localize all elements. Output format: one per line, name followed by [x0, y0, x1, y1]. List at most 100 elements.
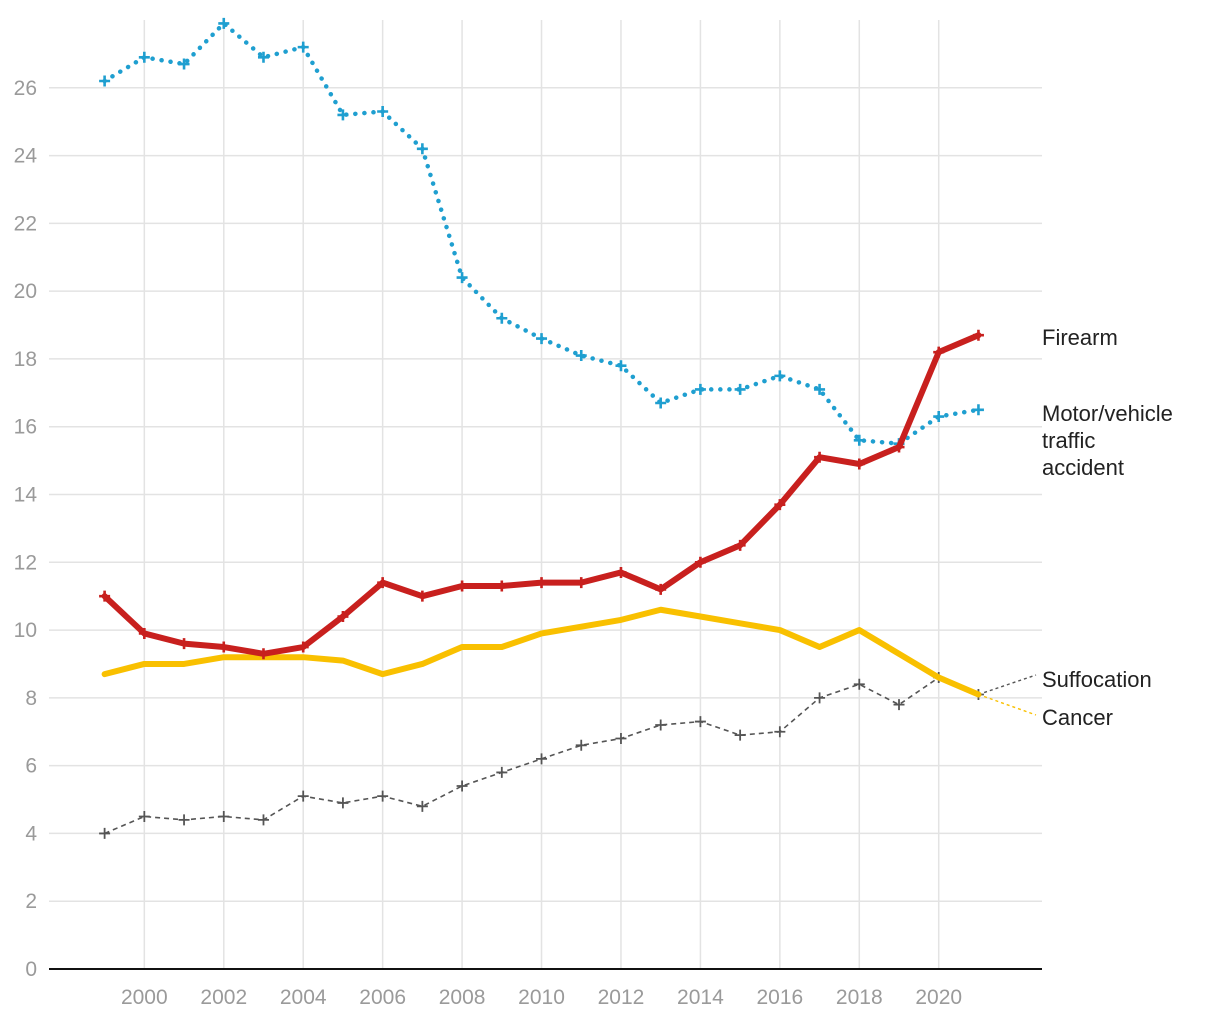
y-tick-label-12: 12 — [14, 551, 37, 574]
point-motor-vehicle-traffic-accident-2012 — [615, 360, 627, 372]
point-suffocation-2005 — [337, 797, 349, 809]
y-tick-label-10: 10 — [14, 619, 37, 642]
point-suffocation-2017 — [814, 692, 826, 704]
y-tick-label-8: 8 — [25, 687, 37, 710]
y-tick-label-22: 22 — [14, 212, 37, 235]
point-firearm-2020 — [933, 346, 945, 358]
point-suffocation-2001 — [178, 814, 190, 826]
x-tick-label-2002: 2002 — [200, 986, 247, 1009]
point-firearm-2021 — [972, 329, 984, 341]
point-motor-vehicle-traffic-accident-2011 — [575, 350, 587, 362]
point-suffocation-2013 — [655, 719, 667, 731]
point-firearm-2013 — [655, 583, 667, 595]
point-firearm-1999 — [99, 590, 111, 602]
point-motor-vehicle-traffic-accident-2016 — [774, 370, 786, 382]
point-motor-vehicle-traffic-accident-1999 — [99, 75, 111, 87]
point-suffocation-2006 — [377, 790, 389, 802]
point-firearm-2015 — [734, 539, 746, 551]
point-motor-vehicle-traffic-accident-2006 — [377, 106, 389, 118]
series-label-cancer: Cancer — [1042, 705, 1113, 730]
y-tick-label-16: 16 — [14, 416, 37, 439]
y-tick-label-2: 2 — [25, 890, 37, 913]
series-line-cancer — [101, 606, 982, 698]
connector-suffocation — [978, 674, 1037, 696]
series-suffocation — [99, 672, 984, 839]
point-suffocation-2004 — [297, 790, 309, 802]
point-firearm-2014 — [694, 556, 706, 568]
x-tick-label-2012: 2012 — [598, 986, 645, 1009]
point-firearm-2017 — [814, 451, 826, 463]
point-motor-vehicle-traffic-accident-2014 — [694, 383, 706, 395]
point-suffocation-2016 — [774, 726, 786, 738]
series-cancer — [101, 606, 982, 698]
point-firearm-2000 — [138, 627, 150, 639]
x-tick-label-2016: 2016 — [756, 986, 803, 1009]
y-tick-label-18: 18 — [14, 348, 37, 371]
grid-lines — [49, 20, 1042, 969]
point-motor-vehicle-traffic-accident-2015 — [734, 383, 746, 395]
point-firearm-2003 — [257, 648, 269, 660]
x-tick-label-2020: 2020 — [915, 986, 962, 1009]
point-motor-vehicle-traffic-accident-2020 — [933, 411, 945, 423]
x-tick-label-2004: 2004 — [280, 986, 327, 1009]
y-tick-label-20: 20 — [14, 280, 37, 303]
series-label-suffocation: Suffocation — [1042, 667, 1152, 692]
point-firearm-2010 — [536, 577, 548, 589]
y-tick-label-4: 4 — [25, 822, 37, 845]
x-tick-label-2000: 2000 — [121, 986, 168, 1009]
point-motor-vehicle-traffic-accident-2000 — [138, 51, 150, 63]
point-motor-vehicle-traffic-accident-2002 — [218, 17, 230, 29]
series-label-motor-vehicle-traffic-accident-3: accident — [1042, 455, 1124, 480]
point-suffocation-2000 — [138, 810, 150, 822]
point-motor-vehicle-traffic-accident-2008 — [456, 272, 468, 284]
point-motor-vehicle-traffic-accident-2021 — [972, 404, 984, 416]
series-label-motor-vehicle-traffic-accident-1: Motor/vehicle — [1042, 401, 1173, 426]
point-suffocation-2002 — [218, 810, 230, 822]
point-suffocation-2009 — [496, 766, 508, 778]
connector-cancer — [978, 693, 1037, 716]
x-tick-label-2018: 2018 — [836, 986, 883, 1009]
series-lines — [99, 17, 984, 839]
point-suffocation-2018 — [853, 678, 865, 690]
point-suffocation-2010 — [536, 753, 548, 765]
series-label-firearm: Firearm — [1042, 325, 1118, 350]
y-tick-label-0: 0 — [25, 958, 37, 981]
point-motor-vehicle-traffic-accident-2009 — [496, 312, 508, 324]
point-suffocation-2003 — [257, 814, 269, 826]
point-firearm-2006 — [377, 577, 389, 589]
point-motor-vehicle-traffic-accident-2007 — [416, 143, 428, 155]
point-motor-vehicle-traffic-accident-2018 — [853, 434, 865, 446]
point-firearm-2001 — [178, 638, 190, 650]
point-firearm-2012 — [615, 566, 627, 578]
series-label-motor-vehicle-traffic-accident-2: traffic — [1042, 428, 1095, 453]
point-firearm-2011 — [575, 577, 587, 589]
point-firearm-2008 — [456, 580, 468, 592]
y-tick-label-6: 6 — [25, 755, 37, 778]
point-suffocation-2007 — [416, 800, 428, 812]
y-tick-label-14: 14 — [14, 484, 38, 507]
series-motor-vehicle-traffic-accident — [99, 17, 984, 450]
point-firearm-2009 — [496, 580, 508, 592]
point-suffocation-2008 — [456, 780, 468, 792]
point-suffocation-1999 — [99, 827, 111, 839]
point-firearm-2004 — [297, 641, 309, 653]
x-tick-label-2014: 2014 — [677, 986, 724, 1009]
point-suffocation-2014 — [694, 716, 706, 728]
point-motor-vehicle-traffic-accident-2017 — [814, 383, 826, 395]
point-firearm-2018 — [853, 458, 865, 470]
point-motor-vehicle-traffic-accident-2010 — [536, 333, 548, 345]
x-tick-label-2010: 2010 — [518, 986, 565, 1009]
point-suffocation-2015 — [734, 729, 746, 741]
point-motor-vehicle-traffic-accident-2005 — [337, 109, 349, 121]
label-connectors — [978, 674, 1037, 716]
point-suffocation-2011 — [575, 739, 587, 751]
point-firearm-2005 — [337, 611, 349, 623]
point-motor-vehicle-traffic-accident-2004 — [297, 41, 309, 53]
point-suffocation-2012 — [615, 733, 627, 745]
point-suffocation-2019 — [893, 699, 905, 711]
series-firearm — [99, 329, 984, 660]
point-motor-vehicle-traffic-accident-2003 — [257, 51, 269, 63]
